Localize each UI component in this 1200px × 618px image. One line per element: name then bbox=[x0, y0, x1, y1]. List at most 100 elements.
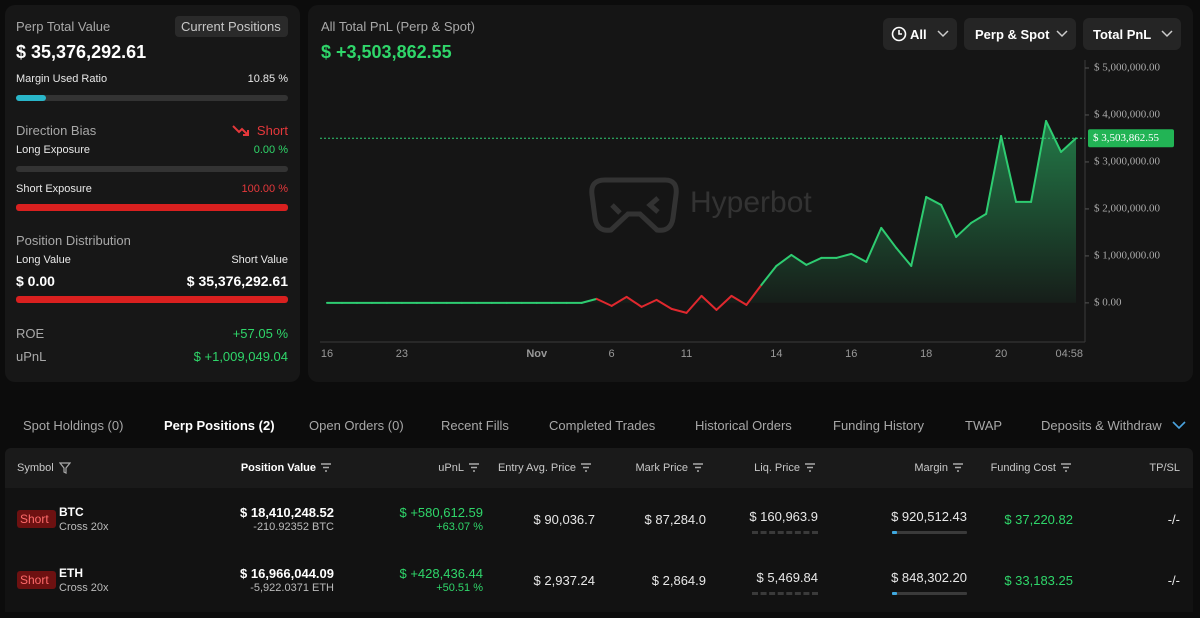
long-exposure-track bbox=[16, 166, 288, 172]
column-header[interactable]: Position Value bbox=[240, 461, 316, 474]
column-header[interactable]: Symbol bbox=[17, 461, 54, 474]
badge-bg bbox=[175, 16, 288, 37]
filter-icon bbox=[59, 462, 71, 474]
x-tick-label: 23 bbox=[396, 348, 408, 360]
tab[interactable]: Historical Orders bbox=[695, 417, 792, 433]
liq-price: $ 160,963.9 bbox=[749, 508, 818, 524]
pnl-line-segment bbox=[865, 226, 883, 263]
funding-cost: $ 33,183.25 bbox=[1004, 572, 1073, 588]
watermark-logo bbox=[589, 177, 679, 233]
filter-label[interactable]: Total PnL bbox=[1093, 26, 1152, 42]
short-value: $ 35,376,292.61 bbox=[186, 273, 288, 289]
summary-title: Perp Total Value bbox=[16, 18, 111, 34]
table-header-bg bbox=[5, 448, 1193, 488]
tab[interactable]: Recent Fills bbox=[441, 417, 509, 433]
pnl-line-segment bbox=[670, 307, 688, 314]
filter-label[interactable]: Perp & Spot bbox=[975, 26, 1050, 42]
long-value: $ 0.00 bbox=[16, 273, 55, 289]
tab[interactable]: TWAP bbox=[965, 417, 1003, 433]
badge: Current Positions bbox=[181, 18, 281, 34]
margin-value: 10.85 % bbox=[247, 72, 288, 85]
upnl-label: uPnL bbox=[16, 348, 47, 364]
sort-icon bbox=[581, 463, 591, 472]
y-tick-label: $ 2,000,000.00 bbox=[1094, 202, 1161, 214]
pnl-line-segment bbox=[925, 195, 943, 206]
pnl-line-segment bbox=[835, 252, 853, 259]
pnl-line-segment bbox=[610, 295, 628, 307]
long-value-label: Long Value bbox=[16, 253, 71, 266]
current-value-badge bbox=[1088, 129, 1174, 148]
margin-usage-track bbox=[892, 592, 967, 595]
margin-mode: Cross 20x bbox=[59, 581, 109, 594]
long-exposure-value: 0.00 % bbox=[253, 143, 288, 156]
distribution-label: Position Distribution bbox=[16, 232, 131, 248]
pnl-line-segment bbox=[1030, 119, 1048, 203]
tab[interactable]: Spot Holdings (0) bbox=[23, 417, 124, 433]
summary-panel bbox=[5, 5, 300, 382]
x-tick-label: Nov bbox=[526, 348, 548, 360]
pnl-line-segment bbox=[760, 264, 778, 286]
upnl-value: $ +1,009,049.04 bbox=[193, 348, 288, 364]
x-tick-label: 6 bbox=[609, 348, 615, 360]
position-size: -210.92352 BTC bbox=[253, 520, 334, 533]
pnl-line-segment bbox=[955, 221, 973, 238]
column-header[interactable]: uPnL bbox=[438, 461, 464, 474]
pnl-line-segment bbox=[985, 134, 1003, 215]
direction-label: Direction Bias bbox=[16, 122, 97, 138]
side-badge-bg bbox=[17, 510, 56, 528]
filter-label[interactable]: All bbox=[910, 26, 927, 42]
short-exposure-label: Short Exposure bbox=[16, 182, 92, 195]
y-tick-label: $ 0.00 bbox=[1094, 296, 1122, 308]
column-header[interactable]: TP/SL bbox=[1149, 461, 1180, 474]
column-header[interactable]: Entry Avg. Price bbox=[497, 461, 576, 474]
tab[interactable]: Deposits & Withdraw bbox=[1041, 417, 1162, 433]
sort-icon bbox=[805, 463, 815, 472]
mark-price: $ 2,864.9 bbox=[651, 572, 706, 588]
margin-mode: Cross 20x bbox=[59, 520, 109, 533]
y-tick-label: $ 1,000,000.00 bbox=[1094, 249, 1161, 261]
pnl-line-segment bbox=[685, 294, 703, 314]
upnl-percent: +50.51 % bbox=[436, 581, 483, 594]
symbol: BTC bbox=[59, 505, 84, 519]
side-badge: Short bbox=[20, 573, 49, 587]
pnl-line-segment bbox=[790, 253, 808, 266]
entry-price: $ 90,036.7 bbox=[533, 511, 595, 527]
tab[interactable]: Open Orders (0) bbox=[309, 417, 404, 433]
pnl-line-segment bbox=[895, 246, 913, 267]
margin-label: Margin Used Ratio bbox=[16, 72, 108, 85]
roe-label: ROE bbox=[16, 325, 45, 341]
side-badge: Short bbox=[20, 512, 49, 526]
pnl-line-segment bbox=[850, 252, 868, 263]
x-tick-label: 11 bbox=[681, 348, 692, 360]
sort-icon bbox=[953, 463, 963, 472]
y-tick-label: $ 3,000,000.00 bbox=[1094, 155, 1161, 167]
tab[interactable]: Funding History bbox=[833, 417, 925, 433]
pnl-line-segment bbox=[940, 203, 958, 238]
watermark-text: Hyperbot bbox=[690, 186, 812, 219]
side-badge-bg bbox=[17, 571, 56, 589]
margin-bar bbox=[16, 95, 46, 101]
pnl-line-segment bbox=[970, 212, 988, 224]
current-value-label: $ 3,503,862.55 bbox=[1093, 132, 1160, 144]
column-header[interactable]: Funding Cost bbox=[990, 461, 1056, 474]
tab[interactable]: Perp Positions (2) bbox=[164, 417, 275, 433]
tabs-more-icon bbox=[1172, 421, 1186, 430]
chart-total: $ +3,503,862.55 bbox=[321, 42, 452, 62]
liq-price: $ 5,469.84 bbox=[756, 569, 818, 585]
column-header[interactable]: Liq. Price bbox=[754, 461, 800, 474]
filter-dropdown[interactable] bbox=[964, 18, 1076, 50]
clock-icon bbox=[891, 26, 907, 42]
margin: $ 848,302.20 bbox=[891, 569, 967, 585]
x-tick-label: 16 bbox=[845, 348, 857, 360]
short-exposure-bar bbox=[16, 204, 288, 211]
column-header[interactable]: Margin bbox=[914, 461, 948, 474]
column-header[interactable]: Mark Price bbox=[635, 461, 688, 474]
pnl-line-segment bbox=[805, 256, 823, 266]
roe-value: +57.05 % bbox=[232, 325, 288, 341]
symbol: ETH bbox=[59, 566, 83, 580]
pnl-line-segment bbox=[655, 298, 673, 310]
tab[interactable]: Completed Trades bbox=[549, 417, 656, 433]
pnl-line-segment bbox=[1000, 134, 1018, 203]
x-tick-label: 04:58 bbox=[1055, 348, 1083, 360]
